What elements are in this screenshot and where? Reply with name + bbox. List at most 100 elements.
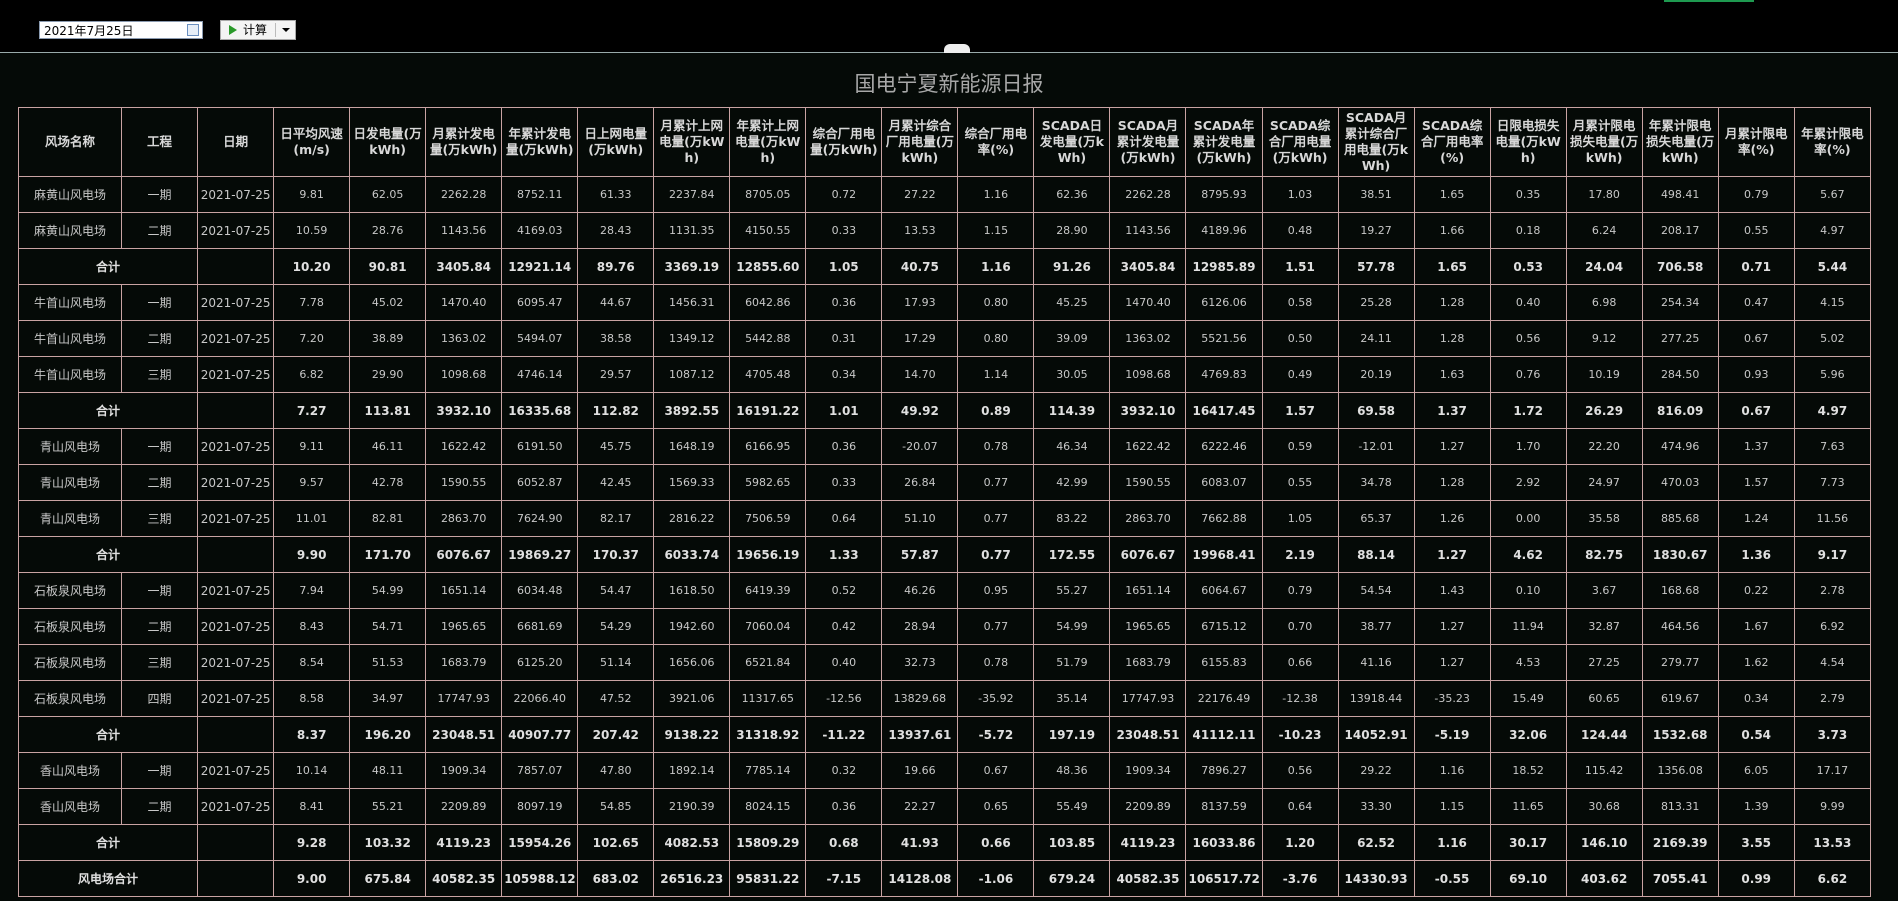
cell: 9.00 bbox=[273, 860, 351, 897]
cell: 23048.51 bbox=[1109, 716, 1187, 753]
cell: 11.94 bbox=[1489, 608, 1567, 645]
cell: 6.98 bbox=[1565, 284, 1643, 321]
cell: 1683.79 bbox=[1109, 644, 1187, 681]
cell: 8137.59 bbox=[1185, 788, 1263, 825]
cell: 11317.65 bbox=[729, 680, 807, 717]
cell: 1.15 bbox=[1413, 788, 1491, 825]
cell: 6715.12 bbox=[1185, 608, 1263, 645]
cell: 2021-07-25 bbox=[197, 752, 275, 789]
cell: 3.73 bbox=[1793, 716, 1872, 753]
cell: 1532.68 bbox=[1641, 716, 1719, 753]
cell: 6.05 bbox=[1717, 752, 1795, 789]
cell: 1830.67 bbox=[1641, 536, 1719, 573]
cell: 2.78 bbox=[1793, 572, 1872, 609]
cell: 0.80 bbox=[957, 284, 1035, 321]
play-icon bbox=[229, 25, 237, 35]
collapse-tab[interactable] bbox=[944, 44, 970, 53]
cell: 31318.92 bbox=[729, 716, 807, 753]
cell: 1143.56 bbox=[1109, 212, 1187, 249]
cell: 1.67 bbox=[1717, 608, 1795, 645]
empty-cell bbox=[197, 248, 275, 285]
cell: 62.05 bbox=[349, 176, 427, 213]
cell: 115.42 bbox=[1565, 752, 1643, 789]
cell: 474.96 bbox=[1641, 428, 1719, 465]
cell: 62.36 bbox=[1033, 176, 1111, 213]
header-cell: 日上网电量(万kWh) bbox=[577, 107, 655, 177]
cell: 6076.67 bbox=[1109, 536, 1187, 573]
cell: 89.76 bbox=[577, 248, 655, 285]
cell: 4.15 bbox=[1793, 284, 1872, 321]
cell: 1143.56 bbox=[425, 212, 503, 249]
header-cell: 年累计限电损失电量(万kWh) bbox=[1641, 107, 1719, 177]
cell: 8705.05 bbox=[729, 176, 807, 213]
calc-button[interactable]: 计算 bbox=[220, 20, 296, 40]
cell: 0.77 bbox=[957, 464, 1035, 501]
cell: 0.40 bbox=[805, 644, 883, 681]
cell: 41112.11 bbox=[1185, 716, 1263, 753]
cell: 7.63 bbox=[1793, 428, 1872, 465]
cell: 40582.35 bbox=[425, 860, 503, 897]
header-cell: SCADA月累计发电量(万kWh) bbox=[1109, 107, 1187, 177]
header-cell: 风场名称 bbox=[17, 107, 123, 177]
cell: 885.68 bbox=[1641, 500, 1719, 537]
cell: 82.17 bbox=[577, 500, 655, 537]
cell: 6.92 bbox=[1793, 608, 1872, 645]
cell: 0.55 bbox=[1717, 212, 1795, 249]
cell: 11.01 bbox=[273, 500, 351, 537]
dropdown-arrow[interactable] bbox=[282, 28, 290, 32]
header-cell: SCADA日发电量(万kWh) bbox=[1033, 107, 1111, 177]
cell: 3.55 bbox=[1717, 824, 1795, 861]
cell: 54.71 bbox=[349, 608, 427, 645]
cell: 2021-07-25 bbox=[197, 212, 275, 249]
cell: 2237.84 bbox=[653, 176, 731, 213]
cell: 16191.22 bbox=[729, 392, 807, 429]
cell: 9.57 bbox=[273, 464, 351, 501]
cell: 30.68 bbox=[1565, 788, 1643, 825]
cell: 4150.55 bbox=[729, 212, 807, 249]
cell: 470.03 bbox=[1641, 464, 1719, 501]
cell: -3.76 bbox=[1261, 860, 1339, 897]
cell: 0.00 bbox=[1489, 500, 1567, 537]
data-row: 香山风电场 一期 2021-07-25 10.14 48.11 1909.34 7857.0… bbox=[17, 752, 1872, 789]
cell: 1.51 bbox=[1261, 248, 1339, 285]
cell: 0.80 bbox=[957, 320, 1035, 357]
cell: 114.39 bbox=[1033, 392, 1111, 429]
cell: 1.26 bbox=[1413, 500, 1491, 537]
cell: 3921.06 bbox=[653, 680, 731, 717]
cell: 1651.14 bbox=[1109, 572, 1187, 609]
cell: 54.85 bbox=[577, 788, 655, 825]
cell: 22.20 bbox=[1565, 428, 1643, 465]
cell: 0.31 bbox=[805, 320, 883, 357]
empty-cell bbox=[197, 536, 275, 573]
cell: 6419.39 bbox=[729, 572, 807, 609]
cell: 1.63 bbox=[1413, 356, 1491, 393]
cell: 7506.59 bbox=[729, 500, 807, 537]
cell: 14128.08 bbox=[881, 860, 959, 897]
cell: 0.36 bbox=[805, 788, 883, 825]
cell: 1.01 bbox=[805, 392, 883, 429]
cell: 45.02 bbox=[349, 284, 427, 321]
cell: 172.55 bbox=[1033, 536, 1111, 573]
calendar-icon[interactable] bbox=[187, 24, 199, 36]
cell: 7624.90 bbox=[501, 500, 579, 537]
cell: 619.67 bbox=[1641, 680, 1719, 717]
cell: 54.54 bbox=[1337, 572, 1415, 609]
cell: 6095.47 bbox=[501, 284, 579, 321]
cell: 6052.87 bbox=[501, 464, 579, 501]
cell: 1.37 bbox=[1413, 392, 1491, 429]
cell: 51.10 bbox=[881, 500, 959, 537]
cell: 6.62 bbox=[1793, 860, 1872, 897]
date-input[interactable]: 2021年7月25日 bbox=[39, 21, 203, 39]
cell: 5982.65 bbox=[729, 464, 807, 501]
station-name: 麻黄山风电场 bbox=[17, 176, 123, 213]
cell: 6.82 bbox=[273, 356, 351, 393]
cell: 55.21 bbox=[349, 788, 427, 825]
cell: 35.58 bbox=[1565, 500, 1643, 537]
cell: 6155.83 bbox=[1185, 644, 1263, 681]
cell: 19.27 bbox=[1337, 212, 1415, 249]
cell: 284.50 bbox=[1641, 356, 1719, 393]
cell: 1356.08 bbox=[1641, 752, 1719, 789]
separator bbox=[275, 23, 276, 37]
cell: 3932.10 bbox=[425, 392, 503, 429]
